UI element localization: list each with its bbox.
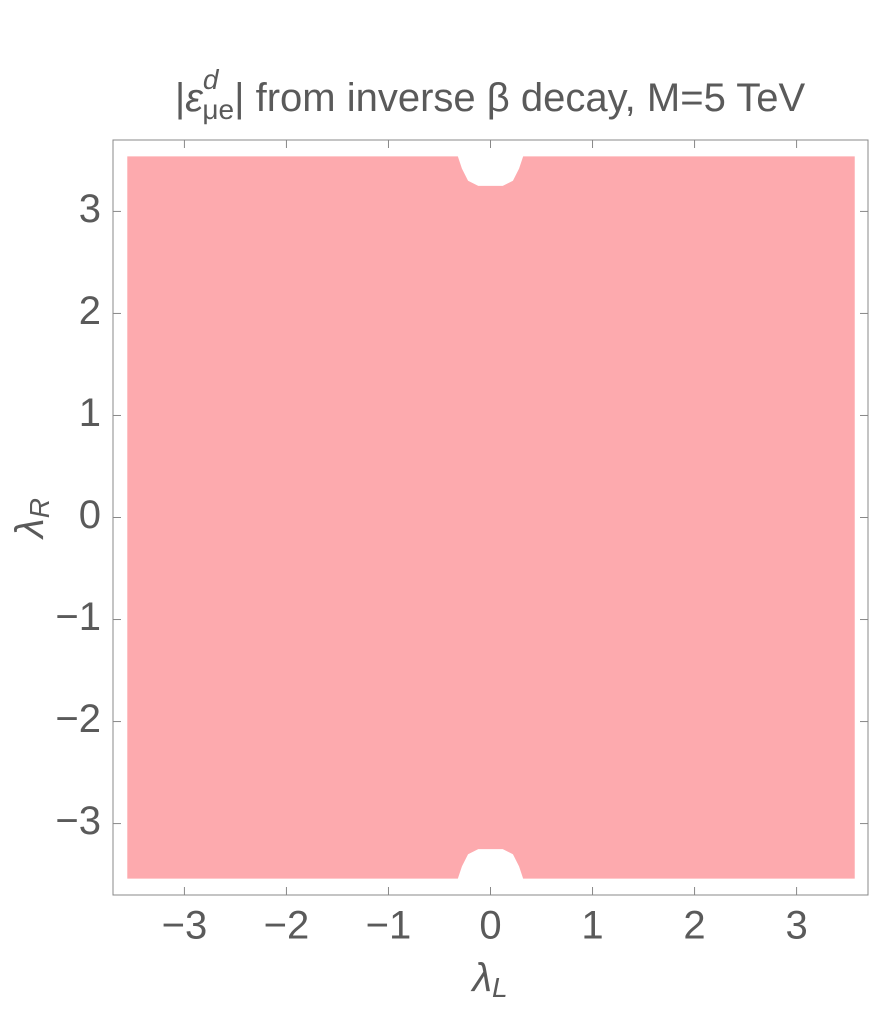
y-label-subscript: R xyxy=(24,498,55,518)
x-tick-label: 1 xyxy=(581,904,603,948)
y-label-symbol: λ xyxy=(8,518,52,540)
y-tick-label: 1 xyxy=(79,391,101,435)
x-tick-label: −2 xyxy=(264,904,310,948)
title-subscript: μe xyxy=(202,94,234,125)
y-tick-label: 0 xyxy=(79,493,101,537)
title-superscript: d xyxy=(203,64,220,95)
x-tick-label: 2 xyxy=(683,904,705,948)
x-tick-label: −1 xyxy=(366,904,412,948)
y-tick-label: −3 xyxy=(55,799,101,843)
x-label-subscript: L xyxy=(492,972,508,1003)
x-axis-label: λL xyxy=(470,956,507,1004)
x-tick-label: 3 xyxy=(785,904,807,948)
y-tick-label: 2 xyxy=(79,289,101,333)
region xyxy=(127,156,855,879)
title-text: | from inverse β decay, M=5 TeV xyxy=(234,76,805,120)
y-tick-label: −1 xyxy=(55,595,101,639)
title-text: | xyxy=(175,76,185,120)
chart-title: |εd μe| from inverse β decay, M=5 TeV xyxy=(175,64,806,125)
y-tick-label: 3 xyxy=(79,187,101,231)
y-tick-label: −2 xyxy=(55,697,101,741)
x-label-symbol: λ xyxy=(470,956,492,1000)
title-symbol: ε xyxy=(185,76,204,120)
x-tick-label: 0 xyxy=(479,904,501,948)
x-tick-label: −3 xyxy=(162,904,208,948)
y-axis-label: λR xyxy=(8,498,56,540)
